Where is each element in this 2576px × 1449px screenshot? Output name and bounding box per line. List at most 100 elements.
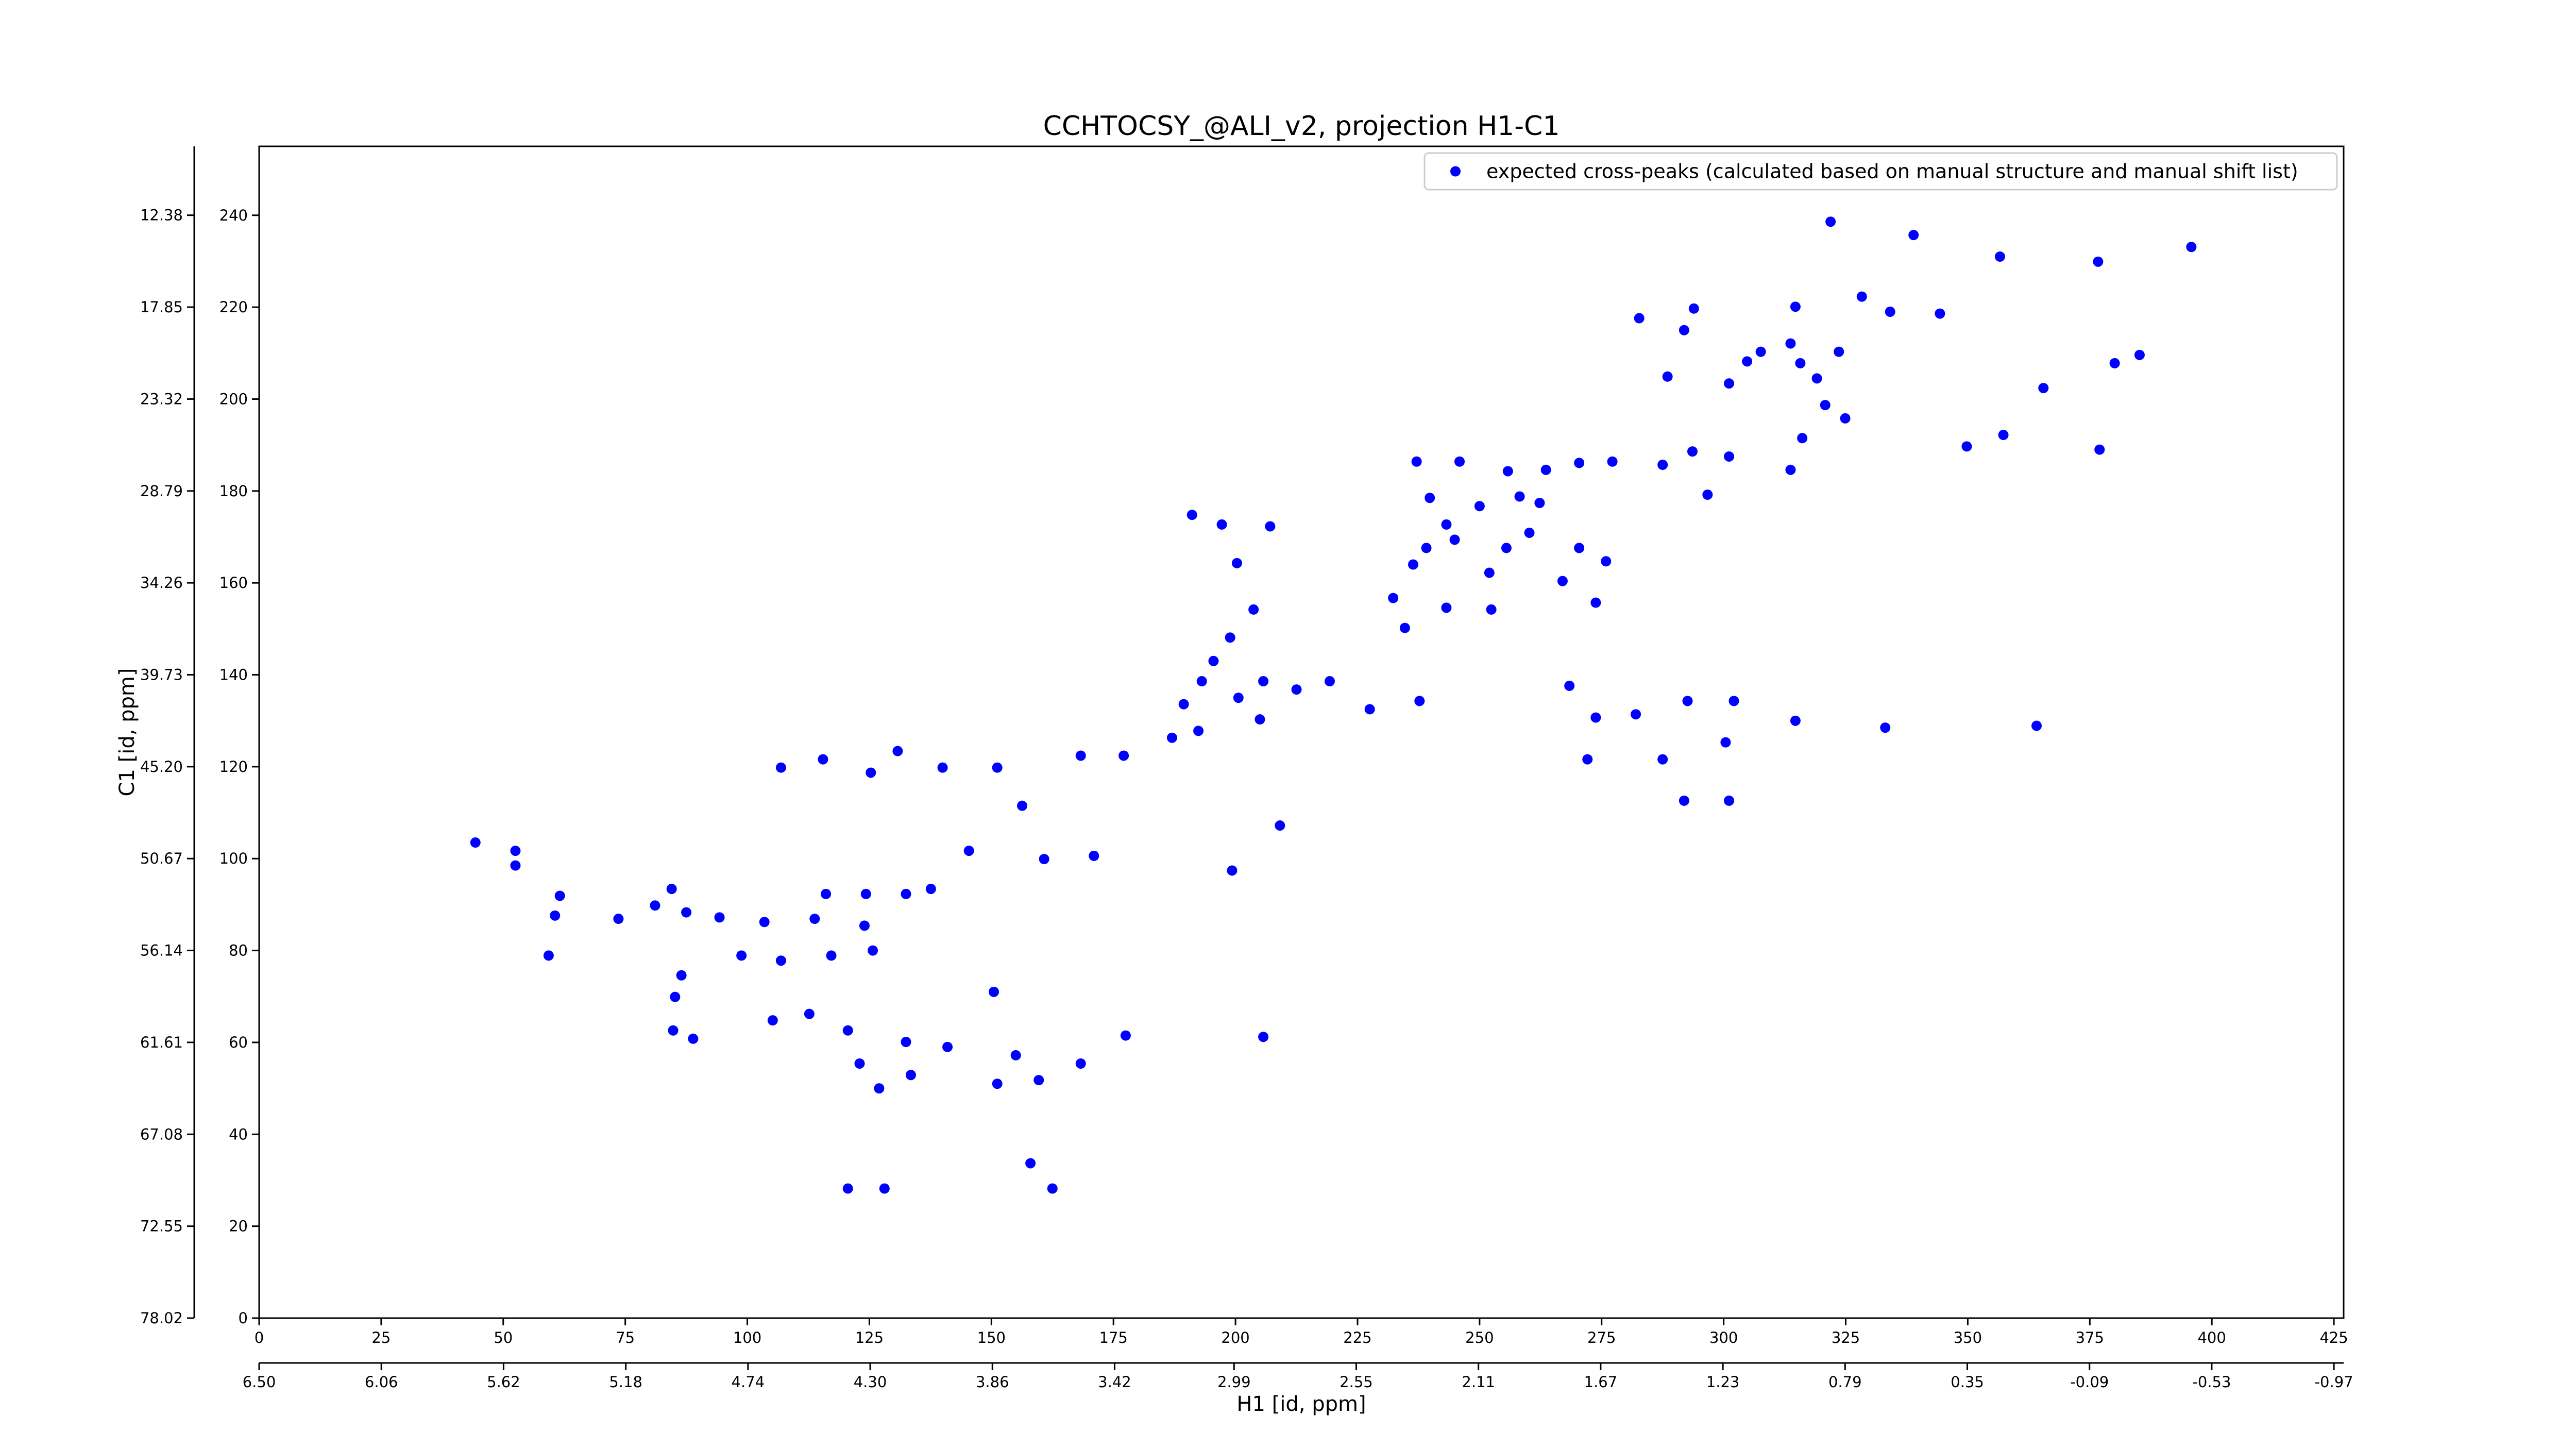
cross-peak bbox=[775, 955, 786, 966]
cross-peak bbox=[1408, 559, 1418, 570]
cross-peak bbox=[1486, 604, 1497, 615]
y-tick-label: 80 bbox=[229, 942, 248, 959]
chart-title: CCHTOCSY_@ALI_v2, projection H1-C1 bbox=[1043, 111, 1560, 142]
x2-tick-label: 4.74 bbox=[732, 1373, 765, 1391]
y-tick-label: 160 bbox=[219, 574, 248, 592]
cross-peak bbox=[868, 945, 878, 956]
y2-tick-label: 45.20 bbox=[140, 758, 183, 776]
x2-tick-label: 1.67 bbox=[1584, 1373, 1618, 1391]
cross-peak bbox=[1790, 301, 1801, 312]
cross-peak bbox=[1840, 413, 1851, 424]
x-tick-label: 325 bbox=[1832, 1329, 1860, 1346]
x-tick-label: 225 bbox=[1343, 1329, 1371, 1346]
y-tick-label: 220 bbox=[219, 298, 248, 316]
cross-peak bbox=[1724, 378, 1735, 389]
cross-peak bbox=[1687, 446, 1698, 457]
cross-peak bbox=[767, 1015, 778, 1026]
cross-peak bbox=[1720, 737, 1731, 748]
x-tick-label: 425 bbox=[2319, 1329, 2348, 1346]
y-tick-label: 40 bbox=[229, 1125, 248, 1143]
cross-peak bbox=[860, 888, 871, 899]
cross-peak bbox=[676, 970, 687, 981]
cross-peak bbox=[681, 907, 692, 918]
cross-peak bbox=[1248, 604, 1259, 615]
cross-peak bbox=[1582, 754, 1593, 765]
x2-tick-label: 0.35 bbox=[1951, 1373, 1984, 1391]
cross-peak bbox=[1994, 251, 2005, 262]
cross-peak bbox=[1557, 576, 1568, 586]
x-tick-label: 75 bbox=[616, 1329, 635, 1346]
cross-peak bbox=[1601, 556, 1612, 567]
cross-peak bbox=[1258, 1032, 1269, 1042]
cross-peak bbox=[1755, 346, 1766, 357]
cross-peak bbox=[1682, 696, 1693, 706]
cross-peak bbox=[1908, 230, 1919, 241]
cross-peak bbox=[1414, 696, 1425, 706]
cross-peak bbox=[554, 890, 565, 901]
cross-peak bbox=[1790, 715, 1801, 726]
y-tick-label: 0 bbox=[239, 1309, 248, 1327]
cross-peak bbox=[1935, 308, 1945, 319]
x2-tick-label: 1.23 bbox=[1706, 1373, 1740, 1391]
cross-peak bbox=[550, 910, 561, 921]
cross-peak bbox=[1231, 558, 1242, 568]
cross-peak bbox=[1825, 216, 1836, 227]
cross-peak bbox=[1564, 680, 1575, 691]
cross-peak bbox=[818, 754, 828, 765]
cross-peak bbox=[1657, 459, 1668, 470]
y-axis-label: C1 [id, ppm] bbox=[115, 668, 139, 797]
x-tick-label: 150 bbox=[977, 1329, 1006, 1346]
cross-peak bbox=[1324, 676, 1335, 687]
cross-peak bbox=[1797, 433, 1808, 444]
y2-tick-label: 50.67 bbox=[140, 850, 183, 867]
x-tick-label: 175 bbox=[1099, 1329, 1128, 1346]
cross-peak bbox=[1514, 491, 1525, 502]
y2-tick-label: 39.73 bbox=[140, 666, 183, 683]
x-tick-label: 50 bbox=[494, 1329, 513, 1346]
x2-tick-label: 4.30 bbox=[854, 1373, 887, 1391]
cross-peak bbox=[1025, 1158, 1036, 1169]
cross-peak bbox=[1441, 519, 1452, 530]
cross-peak bbox=[2109, 358, 2120, 368]
cross-peak bbox=[1590, 597, 1601, 608]
cross-peak bbox=[1728, 696, 1739, 706]
y2-tick-label: 56.14 bbox=[140, 942, 183, 959]
cross-peak bbox=[874, 1083, 885, 1094]
cross-peak bbox=[821, 888, 832, 899]
x-tick-label: 25 bbox=[371, 1329, 391, 1346]
cross-peak bbox=[1607, 456, 1618, 467]
cross-peak bbox=[1187, 510, 1197, 520]
y-tick-label: 180 bbox=[219, 482, 248, 500]
cross-peak bbox=[670, 991, 681, 1002]
cross-peak bbox=[1399, 622, 1410, 633]
cross-peak bbox=[2134, 349, 2145, 360]
cross-peak bbox=[666, 884, 677, 895]
cross-peak bbox=[1233, 693, 1244, 703]
x-tick-label: 0 bbox=[255, 1329, 264, 1346]
x2-tick-label: 2.55 bbox=[1340, 1373, 1373, 1391]
cross-peak bbox=[1534, 498, 1545, 509]
cross-peak bbox=[759, 917, 770, 928]
x-tick-label: 275 bbox=[1587, 1329, 1616, 1346]
cross-peak bbox=[1574, 543, 1585, 553]
y2-tick-label: 17.85 bbox=[140, 298, 183, 316]
x-tick-label: 300 bbox=[1709, 1329, 1738, 1346]
cross-peak bbox=[775, 762, 786, 773]
cross-peak bbox=[1880, 722, 1891, 733]
cross-peak bbox=[1702, 489, 1713, 500]
x-tick-label: 400 bbox=[2197, 1329, 2226, 1346]
x-tick-label: 250 bbox=[1465, 1329, 1494, 1346]
cross-peak bbox=[1724, 451, 1735, 462]
x2-tick-label: 6.06 bbox=[365, 1373, 398, 1391]
cross-peak bbox=[1166, 732, 1177, 743]
cross-peak bbox=[1834, 346, 1844, 357]
cross-peak bbox=[826, 950, 837, 961]
y-tick-label: 20 bbox=[229, 1218, 248, 1235]
y-tick-label: 120 bbox=[219, 758, 248, 776]
x2-tick-label: -0.09 bbox=[2070, 1373, 2109, 1391]
cross-peak bbox=[1010, 1050, 1021, 1060]
cross-peak bbox=[1502, 466, 1513, 477]
cross-peak bbox=[1193, 726, 1204, 736]
cross-peak bbox=[1017, 800, 1028, 811]
